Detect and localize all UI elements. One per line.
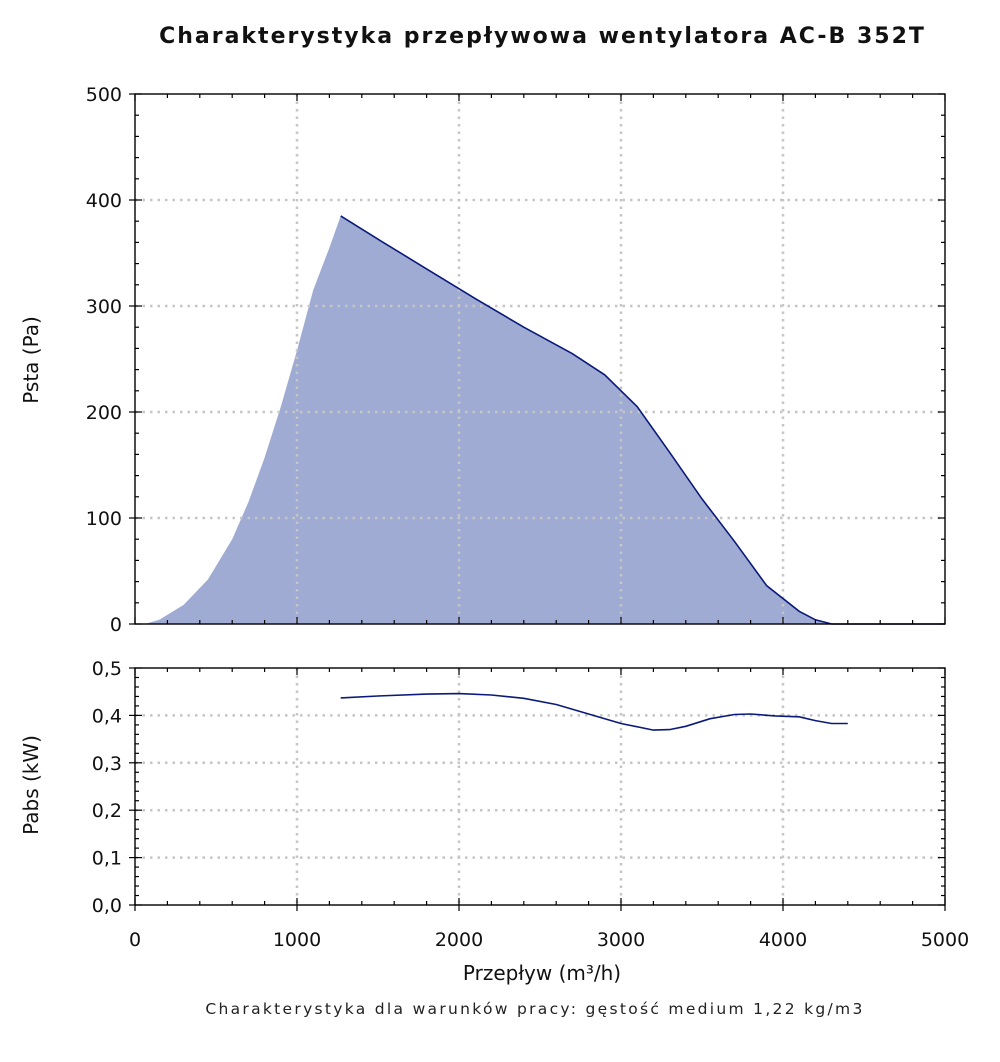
y-tick-label: 0,4: [92, 705, 122, 727]
y-tick-label: 100: [86, 508, 122, 530]
x-tick-label: 0: [129, 929, 141, 951]
y-tick-label: 500: [86, 84, 122, 106]
y-tick-label: 0,0: [92, 895, 122, 917]
y-tick-label: 400: [86, 190, 122, 212]
pressure-panel: 0 100 200 300 400 500: [86, 84, 946, 636]
plot-frame: [134, 93, 946, 625]
pressure-axis-label: Psta (Pa): [19, 316, 43, 404]
power-axis-label: Pabs (kW): [19, 735, 43, 835]
x-tick-label: 1000: [273, 929, 321, 951]
pressure-area-fill: [144, 215, 945, 624]
y-tick-label: 0,3: [92, 753, 122, 775]
flow-axis-label: Przepływ (m³/h): [463, 961, 621, 985]
operating-conditions-note: Charakterystyka dla warunków pracy: gęst…: [205, 1000, 865, 1018]
x-tick-label: 3000: [597, 929, 645, 951]
y-tick-label: 0,2: [92, 800, 122, 822]
plot-frame: [134, 667, 946, 906]
x-tick-label: 2000: [435, 929, 483, 951]
chart-title: Charakterystyka przepływowa wentylatora …: [159, 24, 926, 49]
y-tick-label: 300: [86, 296, 122, 318]
power-curve: [340, 692, 848, 731]
x-tick-label: 5000: [921, 929, 969, 951]
y-tick-label: 0,5: [92, 658, 122, 680]
y-tick-label: 200: [86, 402, 122, 424]
y-tick-label: 0,1: [92, 848, 122, 870]
x-tick-label: 4000: [759, 929, 807, 951]
y-tick-label: 0: [110, 614, 122, 636]
power-panel: 0,0 0,1 0,2 0,3 0,4 0,5 0 1000 2000 3000 4000 5000: [92, 658, 969, 951]
